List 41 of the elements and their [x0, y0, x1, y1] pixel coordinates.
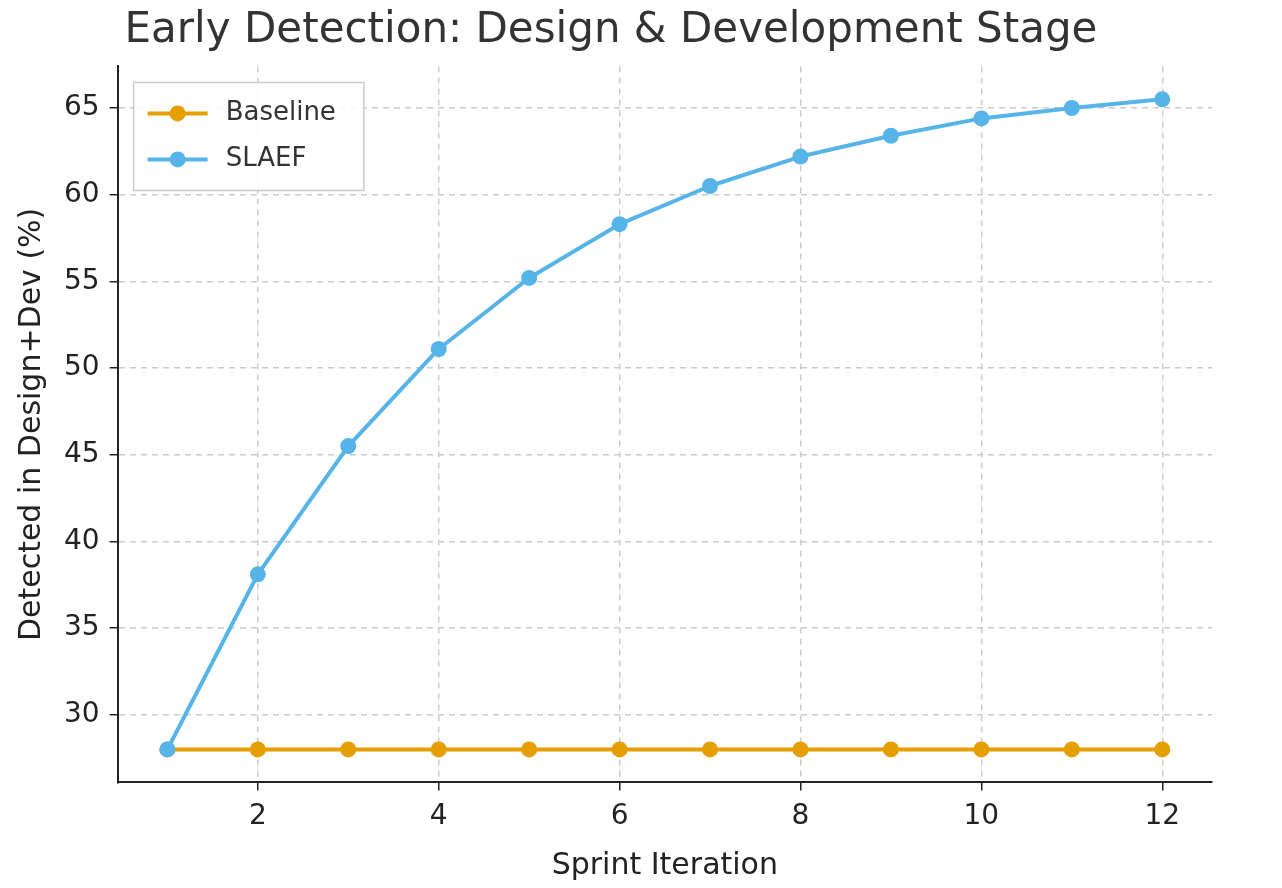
point — [521, 741, 538, 758]
point — [340, 741, 357, 758]
y-tick-label: 45 — [63, 436, 100, 470]
chart-title: Early Detection: Design & Development Stage — [124, 3, 1098, 53]
point — [702, 741, 719, 758]
x-tick-label: 4 — [429, 798, 448, 832]
point — [973, 741, 990, 758]
y-tick-label: 60 — [63, 175, 100, 209]
y-tick-label: 50 — [63, 349, 100, 383]
y-tick-label: 35 — [63, 609, 100, 643]
y-tick-label: 55 — [63, 262, 100, 296]
point — [430, 741, 447, 758]
y-tick-label: 30 — [63, 696, 100, 730]
y-tick-label: 65 — [63, 89, 100, 123]
x-tick-label: 2 — [248, 798, 267, 832]
point — [1154, 91, 1171, 108]
point — [1063, 100, 1080, 117]
point — [249, 741, 266, 758]
point — [792, 741, 809, 758]
point — [430, 340, 447, 357]
point — [702, 178, 719, 195]
point — [611, 741, 628, 758]
legend-label: Baseline — [225, 96, 336, 127]
point — [882, 741, 899, 758]
point — [1154, 741, 1171, 758]
y-axis-title: Detected in Design+Dev (%) — [11, 207, 47, 642]
point — [249, 566, 266, 583]
point — [792, 148, 809, 165]
point — [340, 438, 357, 455]
x-tick-label: 12 — [1144, 798, 1181, 832]
point — [973, 110, 990, 127]
x-tick-label: 10 — [963, 798, 1000, 832]
legend-label: SLAEF — [225, 142, 307, 173]
point — [521, 269, 538, 286]
point — [882, 127, 899, 144]
x-tick-label: 6 — [610, 798, 629, 832]
y-tick-label: 40 — [63, 522, 100, 556]
point — [1063, 741, 1080, 758]
x-axis-title: Sprint Iteration — [551, 845, 778, 881]
point — [611, 216, 628, 233]
x-tick-label: 8 — [791, 798, 810, 832]
